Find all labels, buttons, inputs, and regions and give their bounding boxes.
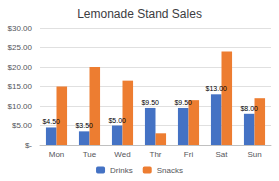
svg-text:$15.00: $15.00 (8, 82, 33, 91)
svg-text:$13.00: $13.00 (206, 85, 228, 92)
svg-text:$8.00: $8.00 (240, 105, 258, 112)
svg-text:Wed: Wed (114, 150, 130, 159)
svg-text:Sun: Sun (247, 150, 261, 159)
svg-text:Snacks: Snacks (157, 166, 183, 175)
svg-text:Sat: Sat (215, 150, 228, 159)
svg-text:Lemonade Stand Sales: Lemonade Stand Sales (77, 7, 202, 21)
svg-text:Mon: Mon (49, 150, 65, 159)
svg-text:$9.50: $9.50 (141, 99, 159, 106)
svg-text:$9.50: $9.50 (174, 99, 192, 106)
svg-text:$5.00: $5.00 (108, 117, 126, 124)
svg-text:Drinks: Drinks (110, 166, 133, 175)
svg-text:$5.00: $5.00 (12, 121, 33, 130)
svg-text:Fri: Fri (184, 150, 194, 159)
svg-text:Tue: Tue (83, 150, 97, 159)
svg-text:$4.50: $4.50 (42, 118, 60, 125)
svg-text:$25.00: $25.00 (8, 43, 33, 52)
svg-text:$10.00: $10.00 (8, 102, 33, 111)
svg-text:$20.00: $20.00 (8, 63, 33, 72)
svg-text:Thr: Thr (150, 150, 162, 159)
svg-text:$30.00: $30.00 (8, 24, 33, 33)
svg-text:$-: $- (25, 141, 32, 150)
svg-text:$3.50: $3.50 (75, 122, 93, 129)
